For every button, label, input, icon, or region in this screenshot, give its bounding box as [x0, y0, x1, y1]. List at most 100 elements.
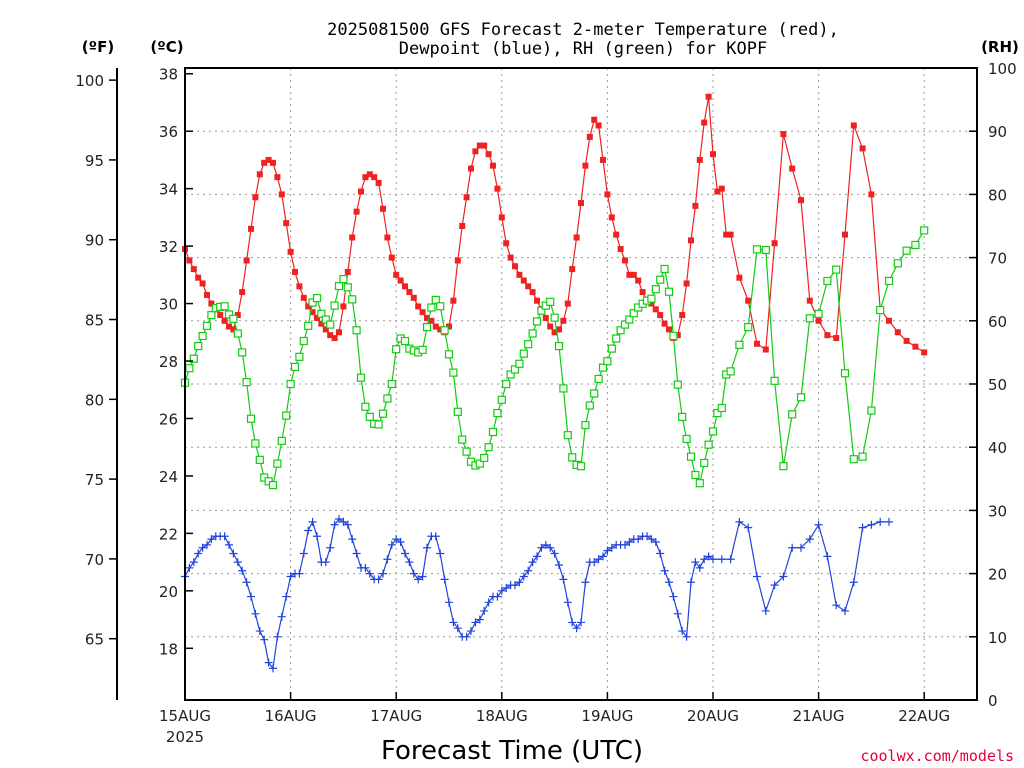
rh-point: [656, 275, 665, 284]
rh-point: [251, 439, 260, 448]
dewpoint-point: [467, 627, 475, 636]
dewpoint-point: [603, 546, 612, 555]
rh-point: [400, 336, 410, 346]
rh-point: [242, 378, 251, 387]
temperature-point: [265, 156, 272, 163]
dewpoint-point: [238, 566, 247, 575]
rh-point: [348, 295, 357, 304]
temperature-point: [327, 332, 334, 339]
temperature-point: [710, 151, 716, 158]
rh-point: [669, 331, 678, 341]
rh-point: [185, 364, 194, 373]
rh-point: [488, 427, 498, 437]
temperature-point: [520, 277, 527, 284]
dewpoint-point: [194, 549, 203, 558]
temperature-point: [657, 312, 664, 319]
temperature-point: [842, 231, 848, 238]
celsius-tick-label: 22: [159, 525, 178, 543]
rh-point: [484, 443, 493, 452]
temperature-point: [186, 257, 193, 264]
temperature-point: [789, 165, 796, 172]
temperature-point: [921, 349, 928, 356]
rh-point: [911, 240, 920, 250]
rh-point: [352, 326, 361, 335]
fahrenheit-unit-label: (ºF): [82, 38, 114, 56]
rh-point: [700, 458, 709, 468]
x-tick-label: 22AUG: [898, 707, 950, 725]
rh-point: [664, 287, 674, 296]
rh-point: [607, 344, 616, 353]
rh-point: [550, 313, 559, 322]
dewpoint-point: [577, 618, 585, 627]
temperature-point: [221, 317, 228, 324]
temperature-point: [432, 323, 439, 330]
series-layer: [180, 93, 929, 673]
temperature-point: [635, 277, 642, 284]
dewpoint-point: [537, 543, 546, 552]
rh-point: [497, 395, 506, 404]
dewpoint-point: [621, 540, 629, 549]
temperature-point: [564, 300, 571, 307]
temperature-point: [204, 291, 210, 298]
rh-point: [282, 411, 291, 420]
dewpoint-point: [247, 592, 255, 601]
fahrenheit-tick-label: 65: [85, 631, 104, 649]
rh-point: [528, 329, 537, 338]
x-tick-label: 20AUG: [687, 707, 739, 725]
temperature-point: [674, 332, 681, 339]
dewpoint-point: [541, 540, 550, 549]
temperature-point: [230, 326, 237, 333]
rh-point: [770, 376, 779, 385]
dewpoint-point: [779, 572, 788, 581]
dewpoint-point: [572, 624, 581, 633]
dewpoint-point: [414, 575, 423, 584]
dewpoint-point: [546, 543, 555, 552]
temperature-point: [762, 346, 769, 353]
temperature-point: [446, 323, 452, 330]
dewpoint-point: [814, 520, 823, 529]
dewpoint-point: [634, 535, 643, 544]
temperature-point: [256, 171, 263, 178]
rh-point: [726, 367, 735, 376]
temperature-point: [652, 306, 659, 313]
rh-point: [290, 362, 300, 372]
rh-point: [858, 452, 867, 461]
rh-tick-label: 60: [988, 313, 1007, 331]
rh-point: [427, 303, 436, 312]
rh-point: [603, 357, 612, 366]
temperature-point: [692, 202, 699, 209]
temperature-point: [626, 271, 633, 278]
fahrenheit-tick-label: 100: [75, 72, 104, 90]
x-axis-ticks: 15AUG 2025 16AUG 17AUG 18AUG 19AUG 20AUG 21AUG 2…: [159, 692, 950, 746]
temperature-point: [485, 151, 492, 158]
rh-point: [660, 264, 669, 274]
temperature-point: [806, 297, 813, 304]
temperature-point: [300, 294, 307, 301]
dewpoint-point: [308, 517, 317, 526]
dewpoint-point: [387, 540, 396, 549]
rh-point: [506, 370, 515, 379]
x-tick-label: 17AUG: [370, 707, 422, 725]
rh-point: [805, 314, 814, 323]
dewpoint-point: [651, 538, 660, 546]
temperature-point: [340, 303, 347, 310]
temperature-point: [516, 271, 523, 278]
dewpoint-point: [528, 558, 537, 567]
x-tick-year-label: 2025: [166, 728, 204, 746]
x-tick-label: 21AUG: [793, 707, 845, 725]
temperature-point: [454, 257, 461, 264]
rh-tick-label: 80: [988, 186, 1007, 204]
grid-lines: [185, 68, 977, 700]
rh-point: [334, 281, 344, 291]
temperature-point: [894, 329, 901, 336]
chart-title-line2: Dewpoint (blue), RH (green) for KOPF: [399, 39, 767, 59]
rh-point: [519, 349, 528, 358]
rh-point: [299, 336, 308, 346]
dewpoint-point: [594, 555, 603, 564]
dewpoint-point: [321, 558, 330, 567]
temperature-point: [859, 145, 866, 152]
temperature-point: [639, 289, 646, 296]
temperature-point: [353, 208, 360, 215]
dewpoint-point: [220, 532, 229, 541]
dewpoint-point: [669, 592, 678, 601]
